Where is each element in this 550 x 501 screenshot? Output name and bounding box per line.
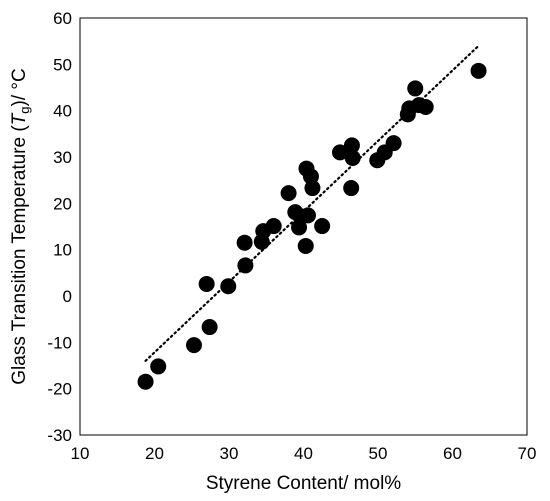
data-point	[407, 80, 424, 97]
data-point	[304, 180, 321, 197]
y-axis-title-symbol: T	[9, 112, 30, 125]
x-tick-label: 30	[220, 444, 239, 463]
data-point	[343, 137, 360, 154]
data-point	[265, 218, 282, 235]
data-point	[198, 275, 215, 292]
y-tick-label: 40	[53, 102, 72, 121]
data-point	[385, 135, 402, 152]
data-point	[236, 234, 253, 251]
y-tick-label: 20	[53, 194, 72, 213]
x-tick-label: 70	[518, 444, 537, 463]
y-axis-title: Glass Transition Temperature (Tg)/ °C	[9, 68, 32, 385]
y-tick-label: 10	[53, 241, 72, 260]
y-axis-title-prefix: Glass Transition Temperature (	[9, 125, 30, 385]
data-point	[237, 257, 254, 274]
y-axis-title-subscript: g	[17, 106, 32, 113]
data-point	[297, 237, 314, 254]
y-tick-label: 60	[53, 9, 72, 28]
data-point	[314, 218, 331, 235]
x-tick-label: 50	[369, 444, 388, 463]
x-axis-tick-labels: 10 20 30 40 50 60 70	[71, 444, 537, 463]
data-point	[470, 62, 487, 79]
data-point	[137, 373, 154, 390]
y-tick-label: -10	[47, 333, 72, 352]
data-point	[332, 144, 349, 161]
data-point	[185, 337, 202, 354]
data-point	[150, 358, 167, 375]
data-point	[343, 180, 360, 197]
data-point	[201, 319, 218, 336]
y-tick-label: -30	[47, 426, 72, 445]
x-tick-label: 10	[71, 444, 90, 463]
x-tick-label: 40	[294, 444, 313, 463]
y-axis-title-suffix: )/ °C	[9, 68, 30, 106]
data-point	[299, 207, 316, 224]
x-axis-title: Styrene Content/ mol%	[206, 473, 401, 494]
y-tick-label: 0	[63, 287, 72, 306]
x-tick-label: 60	[443, 444, 462, 463]
y-tick-label: -20	[47, 380, 72, 399]
y-axis-tick-labels: -30 -20 -10 0 10 20 30 40 50 60	[47, 9, 72, 445]
data-points	[137, 62, 487, 390]
data-point	[280, 185, 297, 202]
x-tick-label: 20	[145, 444, 164, 463]
data-point	[220, 278, 237, 295]
trendline	[144, 44, 480, 362]
y-tick-label: 50	[53, 55, 72, 74]
plot-frame	[79, 17, 528, 436]
data-point	[344, 149, 361, 166]
y-tick-label: 30	[53, 148, 72, 167]
data-point	[417, 98, 434, 115]
